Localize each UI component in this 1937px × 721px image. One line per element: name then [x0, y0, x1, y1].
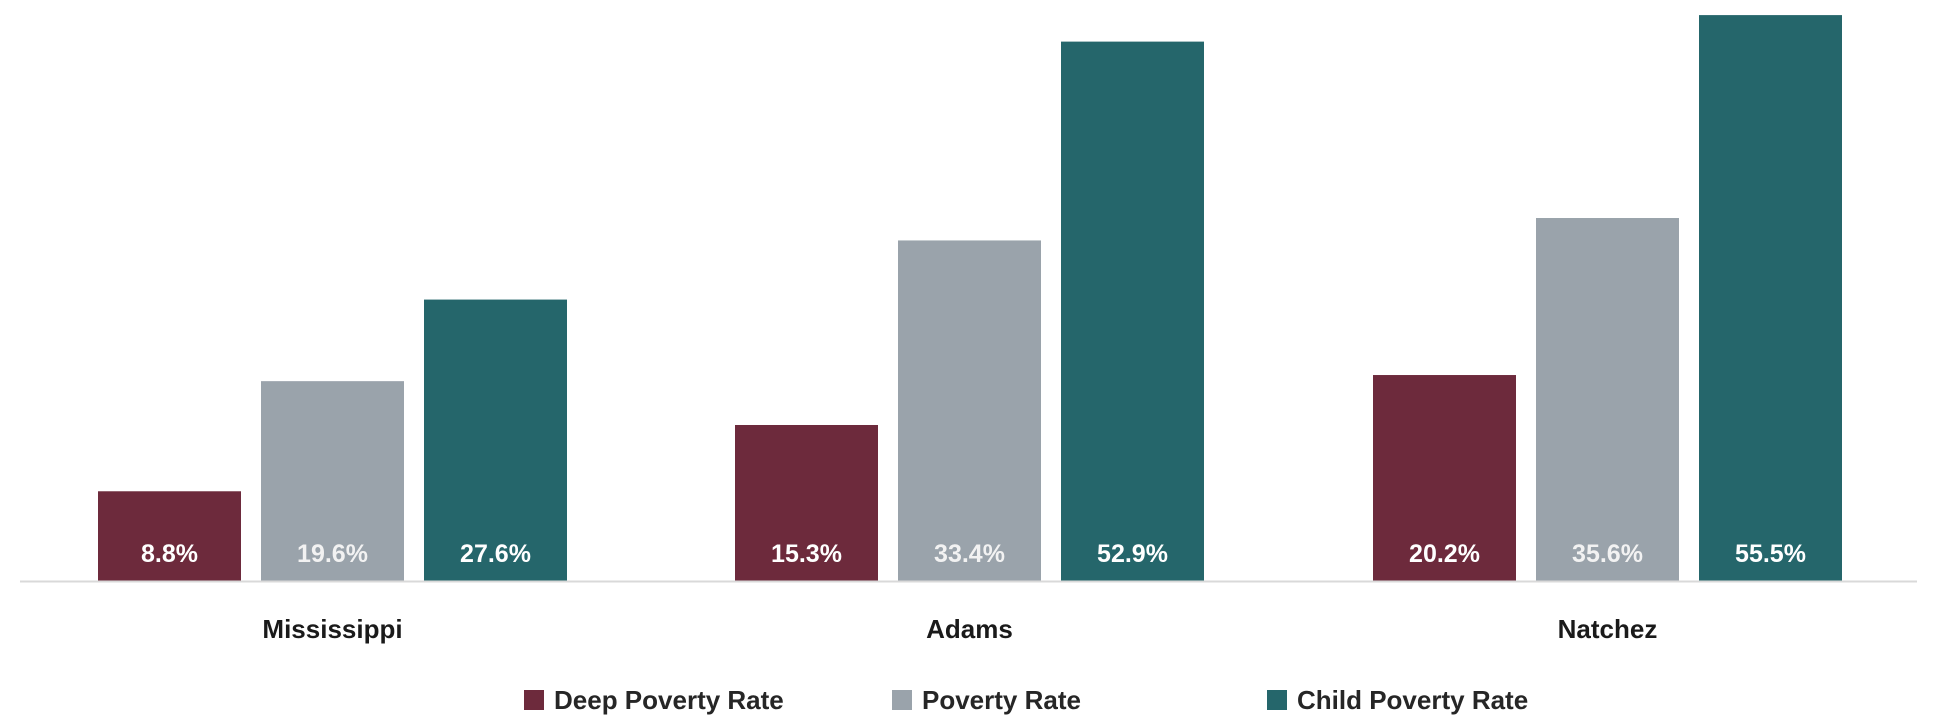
legend-label: Child Poverty Rate	[1297, 685, 1528, 715]
legend-swatch	[892, 690, 912, 710]
legend: Deep Poverty Rate Poverty Rate Child Pover…	[524, 685, 1528, 715]
bar-natchez-deep-poverty-rate	[1373, 375, 1516, 581]
category-label-adams: Adams	[926, 614, 1013, 644]
category-label-natchez: Natchez	[1558, 614, 1658, 644]
bar-adams-child-poverty-rate	[1061, 41, 1204, 581]
legend-swatch	[1267, 690, 1287, 710]
legend-label: Poverty Rate	[922, 685, 1081, 715]
bar-natchez-child-poverty-rate	[1699, 15, 1842, 582]
bar-natchez-poverty-rate	[1536, 218, 1679, 581]
bar-value-label: 52.9%	[1097, 540, 1168, 568]
category-axis-labels: Mississippi Adams Natchez	[262, 614, 1657, 644]
bar-value-labels: 8.8% 19.6% 27.6% 15.3% 33.4% 52.9% 20.2% 35.6% 5…	[141, 540, 1806, 568]
category-label-mississippi: Mississippi	[262, 614, 402, 644]
bar-adams-deep-poverty-rate	[735, 424, 878, 581]
bar-mississippi-deep-poverty-rate	[98, 491, 241, 581]
legend-item-deep-poverty-rate: Deep Poverty Rate	[524, 685, 784, 715]
bar-value-label: 33.4%	[934, 540, 1005, 568]
legend-item-child-poverty-rate: Child Poverty Rate	[1267, 685, 1528, 715]
bar-value-label: 20.2%	[1409, 540, 1480, 568]
bar-value-label: 8.8%	[141, 540, 198, 568]
bar-adams-poverty-rate	[898, 240, 1041, 582]
bar-value-label: 15.3%	[771, 540, 842, 568]
bars-layer	[98, 15, 1842, 582]
bar-mississippi-poverty-rate	[261, 381, 404, 581]
bar-mississippi-child-poverty-rate	[424, 299, 567, 581]
legend-swatch	[524, 690, 544, 710]
legend-label: Deep Poverty Rate	[554, 685, 784, 715]
bar-value-label: 55.5%	[1735, 540, 1806, 568]
bar-value-label: 19.6%	[297, 540, 368, 568]
legend-item-poverty-rate: Poverty Rate	[892, 685, 1081, 715]
bar-value-label: 27.6%	[460, 540, 531, 568]
bar-value-label: 35.6%	[1572, 540, 1643, 568]
